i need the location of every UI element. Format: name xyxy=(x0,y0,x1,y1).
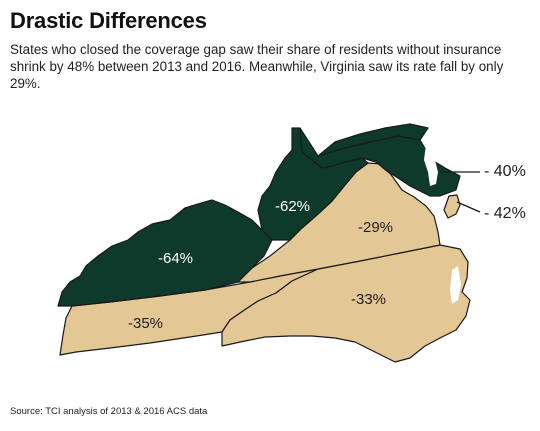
label-tennessee: -35% xyxy=(128,315,163,332)
label-north-carolina: -33% xyxy=(351,291,386,308)
pamlico-sound xyxy=(450,266,461,304)
state-kentucky xyxy=(57,199,273,307)
chart-title: Drastic Differences xyxy=(10,8,207,33)
source-note: Source: TCI analysis of 2013 & 2016 ACS … xyxy=(10,406,208,417)
label-delaware: - 42% xyxy=(484,205,526,222)
label-kentucky: -64% xyxy=(158,250,193,267)
chesapeake-bay xyxy=(424,140,438,186)
state-delaware xyxy=(443,194,461,219)
label-west-virginia: -62% xyxy=(275,198,310,215)
label-virginia: -29% xyxy=(358,219,393,236)
state-north-carolina xyxy=(221,244,471,363)
label-maryland: - 40% xyxy=(484,163,526,180)
region-northern-strip xyxy=(317,123,429,157)
chart-subtitle: States who closed the coverage gap saw t… xyxy=(10,42,504,91)
callout-line-delaware xyxy=(456,201,481,213)
